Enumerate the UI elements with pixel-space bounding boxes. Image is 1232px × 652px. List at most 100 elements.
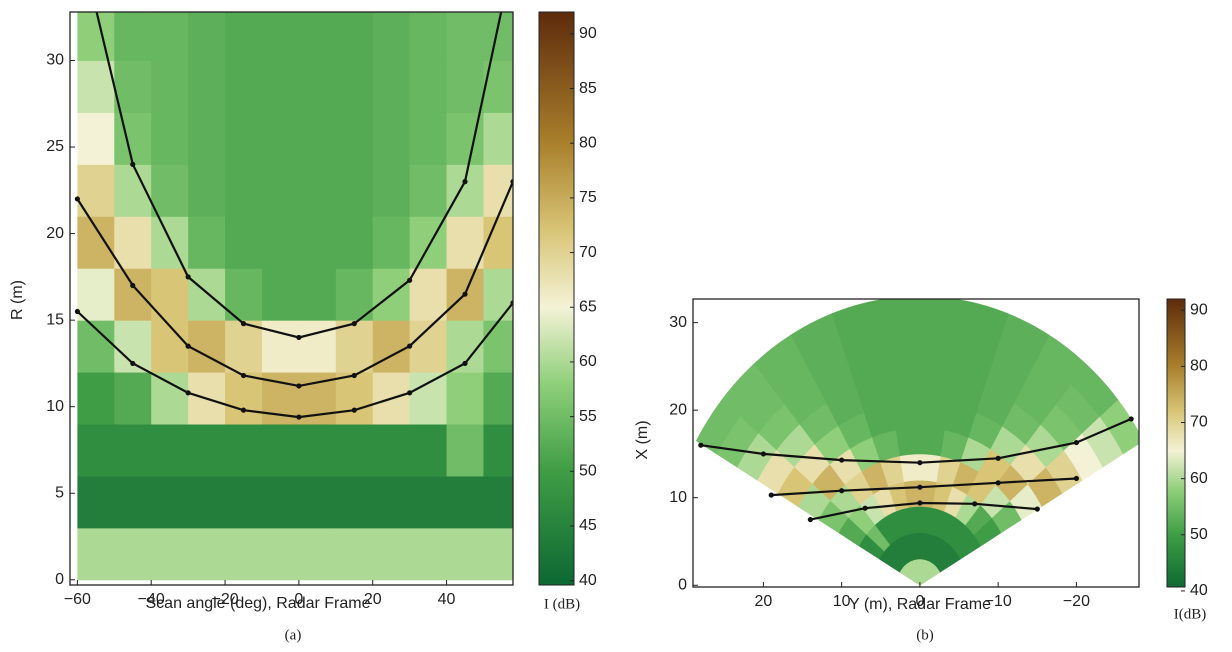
colorbar-tick-label: 90 [579,25,597,42]
heat-cell [336,528,373,580]
heat-cell [299,112,336,164]
heat-cell [188,528,225,580]
curve-point [996,480,1001,485]
heat-cell [151,528,188,580]
plot-area [75,6,521,580]
curve-point [863,506,868,511]
curve-point [296,335,301,340]
x-tick-label: 40 [438,591,456,608]
curve-point [1074,440,1079,445]
heat-cell [883,349,920,378]
figure: R (m) Scan angle (deg), Radar Frame (a) … [0,0,1232,652]
y-tick-label: 10 [669,489,687,506]
heat-cell [77,476,114,528]
curve-point [769,492,774,497]
heat-cell [373,476,410,528]
curve-point [839,488,844,493]
heat-cell [410,164,447,216]
y-tick-label: 20 [46,225,64,242]
heat-cell [887,375,920,404]
heat-cell [410,528,447,580]
heat-cell [262,320,299,372]
x-axis-label: Scan angle (deg), Radar Frame [146,595,371,612]
heat-cell [188,476,225,528]
heat-cell [483,9,520,61]
heat-cell [875,296,920,326]
heat-cell [896,428,920,456]
colorbar [539,12,574,585]
heat-cell [410,9,447,61]
heat-cell [151,372,188,424]
heat-cell [447,528,484,580]
heat-cell [336,424,373,476]
heat-cell [299,60,336,112]
y-tick-label: 0 [55,571,64,588]
heat-cell [77,9,114,61]
y-tick-label: 5 [55,484,64,501]
heat-cell [262,112,299,164]
curve-point [296,414,301,419]
heat-cell [410,476,447,528]
heat-cell [262,60,299,112]
heat-cell [188,216,225,268]
heat-cell [336,112,373,164]
colorbar-tick-label: 80 [1190,358,1208,375]
heat-cell [262,9,299,61]
y-tick-label: 0 [678,576,687,593]
heat-cell [151,320,188,372]
heat-cell [262,424,299,476]
colorbar-tick-label: 70 [1190,414,1208,431]
x-tick-label: 20 [755,593,773,610]
heat-cell [299,9,336,61]
x-tick-label: 0 [294,591,303,608]
heat-cell [483,320,520,372]
curve-point [972,501,977,506]
colorbar-tick-label: 90 [1190,301,1208,318]
colorbar-tick-label: 40 [579,572,597,589]
heat-cell [114,372,151,424]
heat-cell [299,424,336,476]
curve-point [352,321,357,326]
heat-cell [188,268,225,320]
curve-point [352,373,357,378]
heat-cell [483,216,520,268]
heat-cell [336,216,373,268]
colorbar-tick-label: 60 [1190,470,1208,487]
curve-point [839,457,844,462]
heat-cell [299,320,336,372]
colorbar-tick-label: 50 [579,462,597,479]
heat-cell [410,60,447,112]
heat-cell [188,320,225,372]
curve-point [1129,416,1134,421]
heat-cell [373,320,410,372]
curve-point [917,500,922,505]
heat-cell [410,372,447,424]
heat-cell [262,476,299,528]
heat-cell [447,60,484,112]
heat-cell [77,372,114,424]
x-tick-label: −60 [64,591,91,608]
curve-point [186,344,191,349]
colorbar-tick-label: 65 [579,298,597,315]
heat-cell [188,112,225,164]
heat-cell [114,112,151,164]
heat-cell [920,323,961,353]
colorbar-tick-label: 60 [579,353,597,370]
heat-cell [77,216,114,268]
y-tick-label: 15 [46,311,64,328]
heat-cell [483,528,520,580]
heat-cell [262,268,299,320]
heat-cell [920,428,945,456]
heat-cell [483,424,520,476]
curve-point [462,292,467,297]
y-axis-label: X (m) [634,420,651,459]
heat-cell [262,164,299,216]
heat-cell [77,268,114,320]
colorbar-tick-label: 75 [579,189,597,206]
heat-cell [373,112,410,164]
curve-point [698,443,703,448]
curve-point [93,6,98,11]
colorbar-label: I (dB) [544,596,580,612]
heat-cell [225,112,262,164]
curve-point [186,390,191,395]
